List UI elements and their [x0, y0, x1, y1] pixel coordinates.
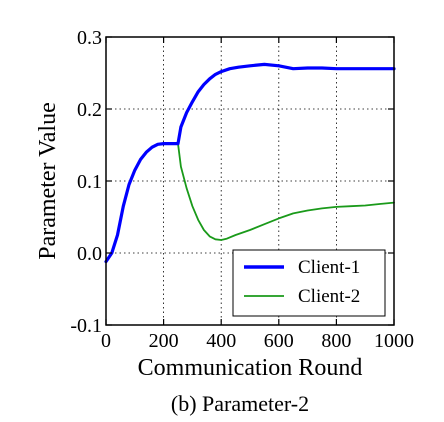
y-tick-label: 0.0 — [77, 243, 102, 265]
legend-box — [232, 249, 386, 317]
legend-label-client-2: Client-2 — [298, 286, 360, 307]
x-tick-label: 600 — [264, 330, 294, 352]
x-tick-label: 200 — [149, 330, 179, 352]
axis-ticks: -0.1 0.0 0.1 0.2 0.3 0 200 400 600 800 1000 — [70, 27, 414, 352]
x-tick-label: 0 — [101, 330, 111, 352]
x-tick-label: 1000 — [374, 330, 414, 352]
y-tick-label: -0.1 — [70, 315, 102, 337]
legend-label-client-1: Client-1 — [298, 257, 360, 278]
x-axis-title: Communication Round — [138, 355, 363, 381]
x-tick-label: 800 — [321, 330, 351, 352]
series-line-client-2 — [105, 142, 395, 263]
series-line-client-1 — [104, 62, 396, 264]
y-axis-title: Parameter Value — [35, 102, 61, 260]
y-tick-label: 0.2 — [77, 99, 102, 121]
x-tick-label: 400 — [206, 330, 236, 352]
series-lines — [104, 62, 396, 264]
y-tick-label: 0.1 — [77, 171, 102, 193]
figure-caption: (b) Parameter-2 — [171, 391, 309, 416]
legend: Client-1 Client-2 — [232, 249, 386, 317]
y-tick-label: 0.3 — [77, 27, 102, 49]
